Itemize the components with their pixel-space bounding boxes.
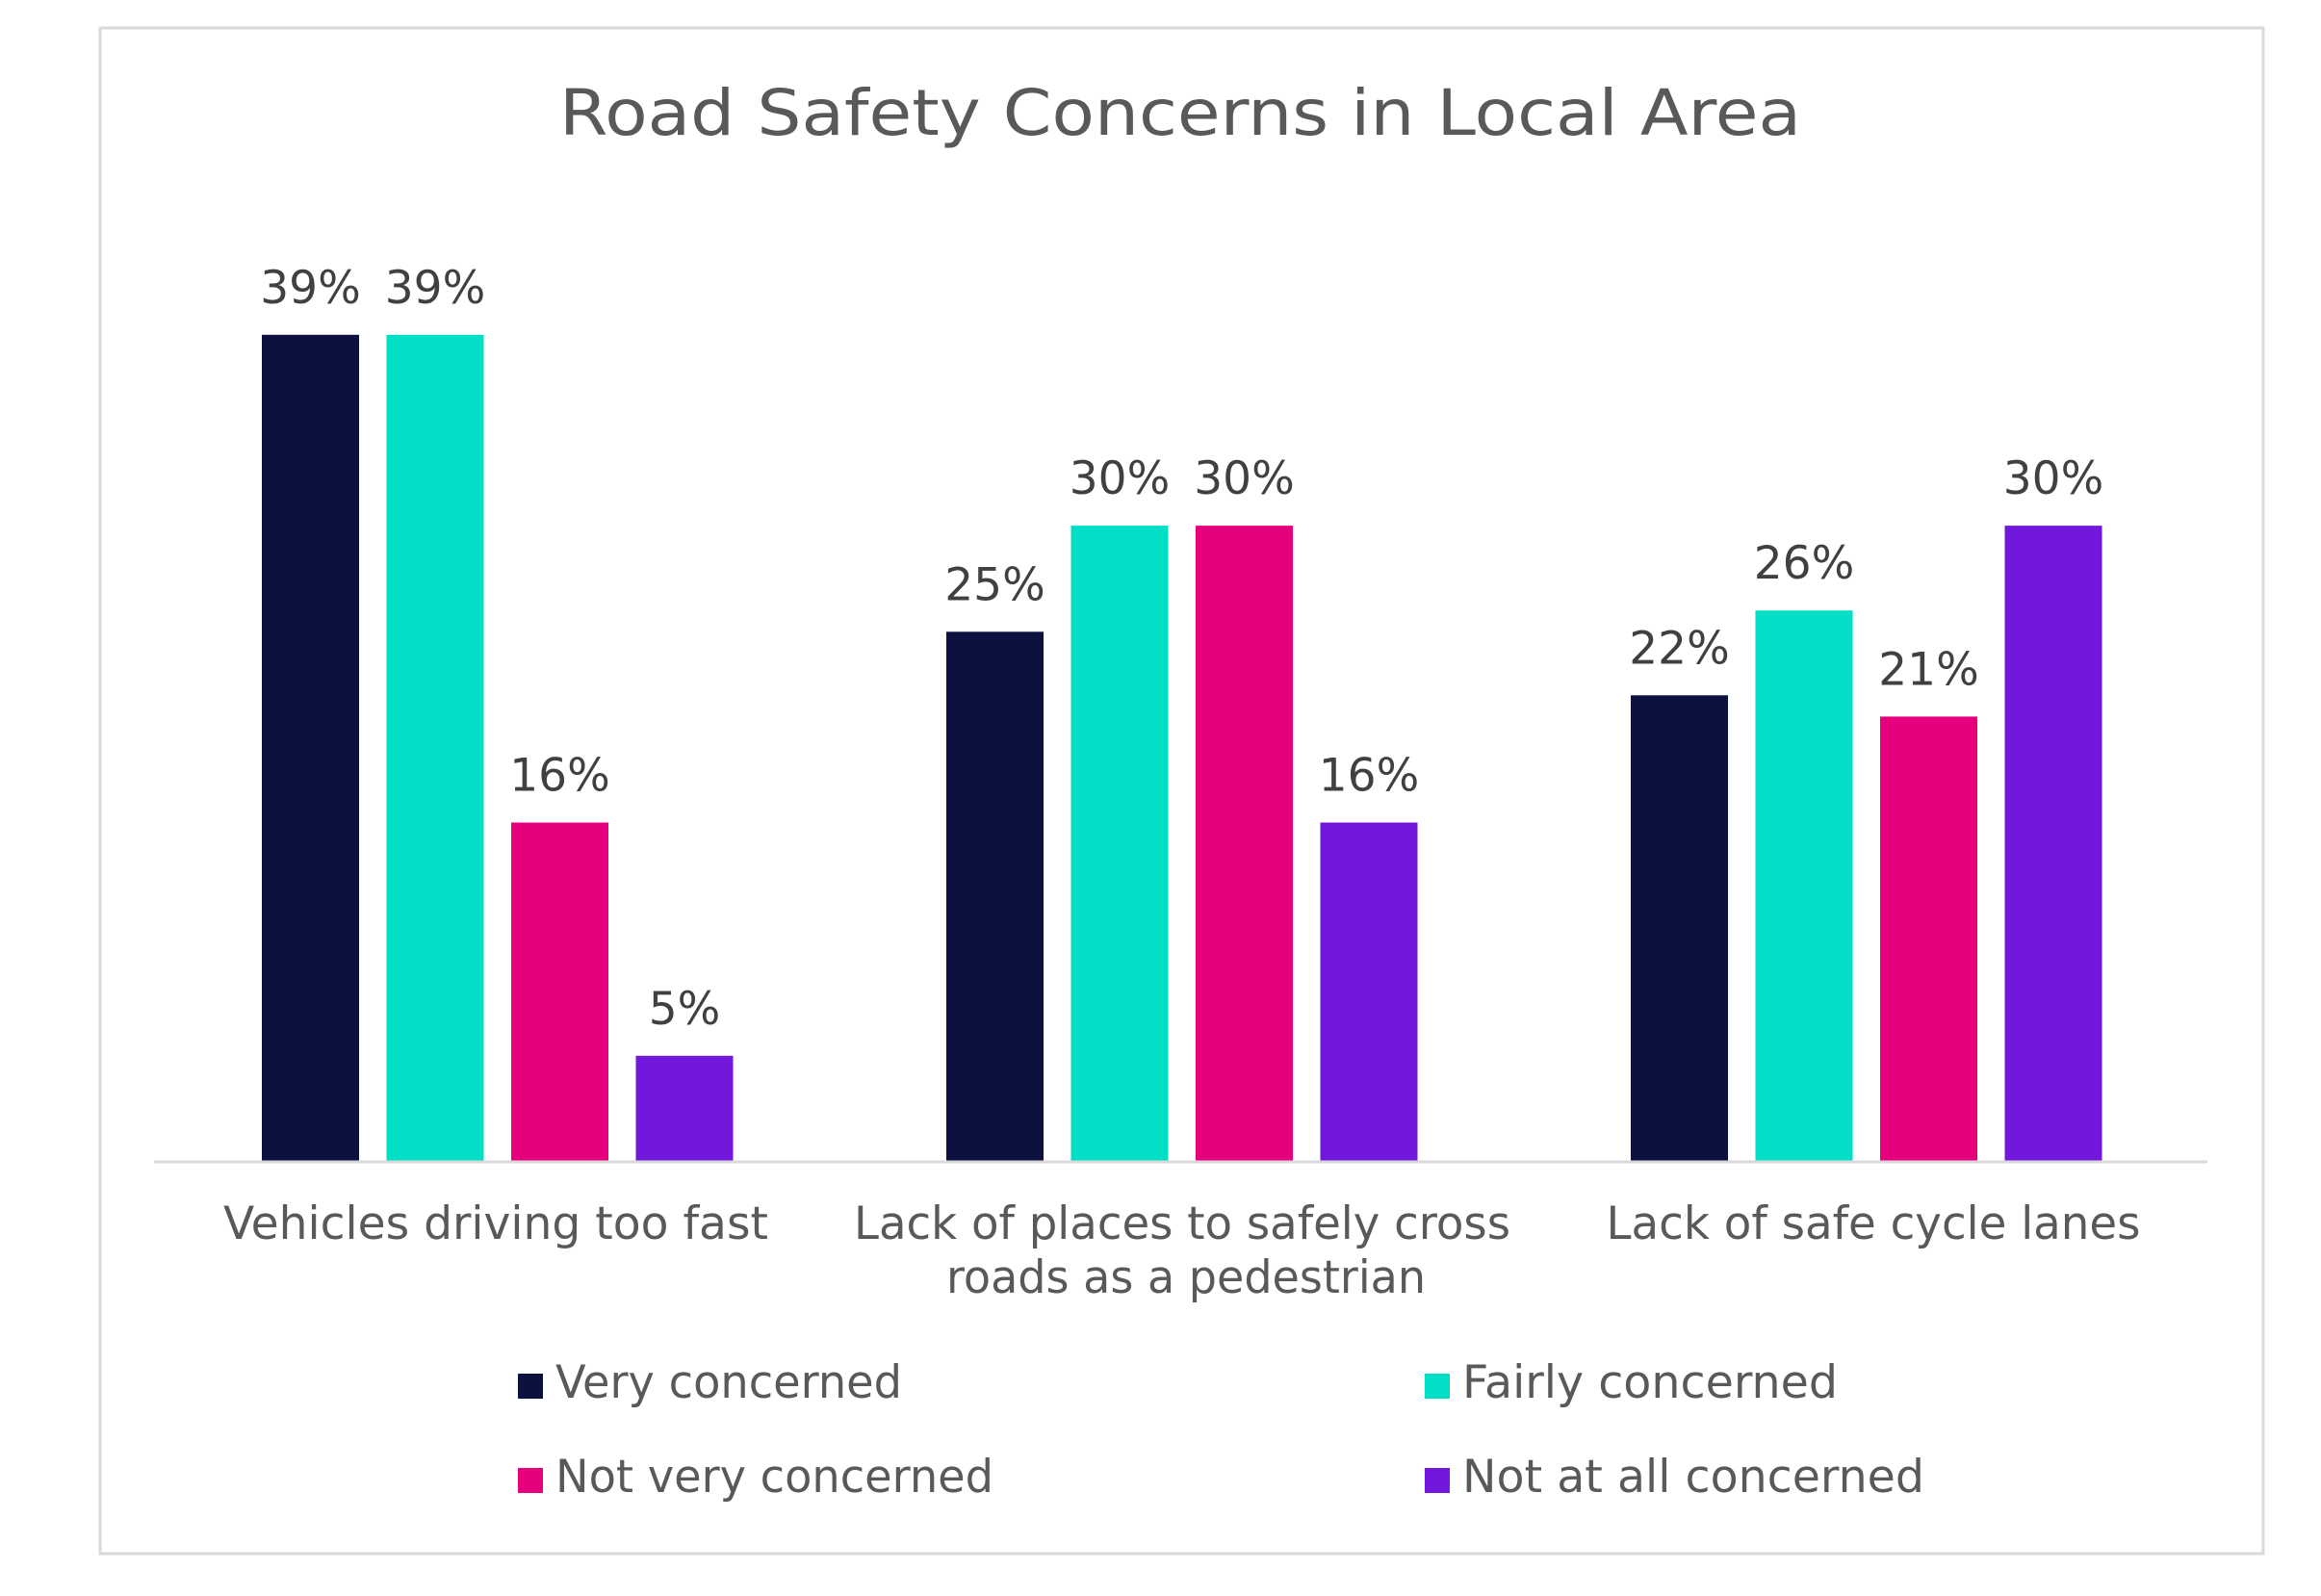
data-label-fairly-concerned-lack-of-places-to-safely-cross-roads-as-a-pedestrian: 30% [1070, 452, 1170, 505]
bar-not-at-all-concerned-lack-of-safe-cycle-lanes [2004, 526, 2102, 1162]
legend-item-not-very-concerned: Not very concerned [518, 1451, 993, 1504]
category-label-lack-of-places-to-cross-line2: roads as a pedestrian [946, 1251, 1426, 1304]
data-labels-layer: 39% 25% 22% 39% 30% 26% 16% 30% 21% 5% 16% 30% [260, 262, 2103, 1036]
data-label-not-at-all-concerned-lack-of-places-to-safely-cross-roads-as-a-pedestrian: 16% [1319, 750, 1419, 803]
data-label-very-concerned-lack-of-safe-cycle-lanes: 22% [1629, 622, 1729, 675]
bar-fairly-concerned-lack-of-safe-cycle-lanes [1755, 610, 1853, 1162]
bar-not-very-concerned-lack-of-places-to-safely-cross-roads-as-a-pedestrian [1196, 526, 1293, 1162]
bar-very-concerned-lack-of-places-to-safely-cross-roads-as-a-pedestrian [946, 631, 1044, 1163]
bar-very-concerned-vehicles-driving-too-fast [262, 334, 359, 1162]
data-label-not-at-all-concerned-lack-of-safe-cycle-lanes: 30% [2003, 452, 2103, 505]
legend-swatch-not-very-concerned [518, 1468, 543, 1493]
legend-item-not-at-all-concerned: Not at all concerned [1425, 1451, 1924, 1504]
legend-swatch-very-concerned [518, 1374, 543, 1399]
chart-title: Road Safety Concerns in Local Area [559, 76, 1801, 150]
bar-not-very-concerned-lack-of-safe-cycle-lanes [1880, 716, 1977, 1162]
data-label-not-at-all-concerned-vehicles-driving-too-fast: 5% [649, 983, 721, 1036]
data-label-fairly-concerned-lack-of-safe-cycle-lanes: 26% [1754, 537, 1854, 590]
bars-layer [262, 334, 2102, 1163]
legend-label-not-very-concerned: Not very concerned [555, 1451, 993, 1504]
legend-item-very-concerned: Very concerned [518, 1356, 902, 1409]
bar-very-concerned-lack-of-safe-cycle-lanes [1631, 695, 1728, 1162]
bar-fairly-concerned-lack-of-places-to-safely-cross-roads-as-a-pedestrian [1070, 526, 1169, 1162]
data-label-not-very-concerned-lack-of-safe-cycle-lanes: 21% [1878, 643, 1978, 696]
data-label-not-very-concerned-lack-of-places-to-safely-cross-roads-as-a-pedestrian: 30% [1194, 452, 1294, 505]
legend-label-fairly-concerned: Fairly concerned [1462, 1356, 1838, 1409]
data-label-fairly-concerned-vehicles-driving-too-fast: 39% [385, 262, 485, 315]
legend-item-fairly-concerned: Fairly concerned [1425, 1356, 1838, 1409]
legend-swatch-fairly-concerned [1425, 1374, 1450, 1399]
category-label-lack-of-safe-cycle-lanes: Lack of safe cycle lanes [1607, 1197, 2141, 1250]
legend: Very concerned Fairly concerned Not very… [518, 1356, 1924, 1504]
bar-not-very-concerned-vehicles-driving-too-fast [511, 822, 608, 1162]
bar-not-at-all-concerned-lack-of-places-to-safely-cross-roads-as-a-pedestrian [1320, 822, 1418, 1162]
data-label-not-very-concerned-vehicles-driving-too-fast: 16% [509, 750, 609, 803]
data-label-very-concerned-lack-of-places-to-safely-cross-roads-as-a-pedestrian: 25% [944, 558, 1044, 611]
category-label-lack-of-places-to-cross-line1: Lack of places to safely cross [854, 1197, 1510, 1250]
bar-fairly-concerned-vehicles-driving-too-fast [386, 334, 484, 1162]
legend-swatch-not-at-all-concerned [1425, 1468, 1450, 1493]
legend-label-very-concerned: Very concerned [555, 1356, 902, 1409]
legend-label-not-at-all-concerned: Not at all concerned [1462, 1451, 1924, 1504]
bar-not-at-all-concerned-vehicles-driving-too-fast [635, 1055, 734, 1162]
category-label-vehicles-driving-too-fast: Vehicles driving too fast [223, 1197, 768, 1250]
data-label-very-concerned-vehicles-driving-too-fast: 39% [260, 262, 360, 315]
